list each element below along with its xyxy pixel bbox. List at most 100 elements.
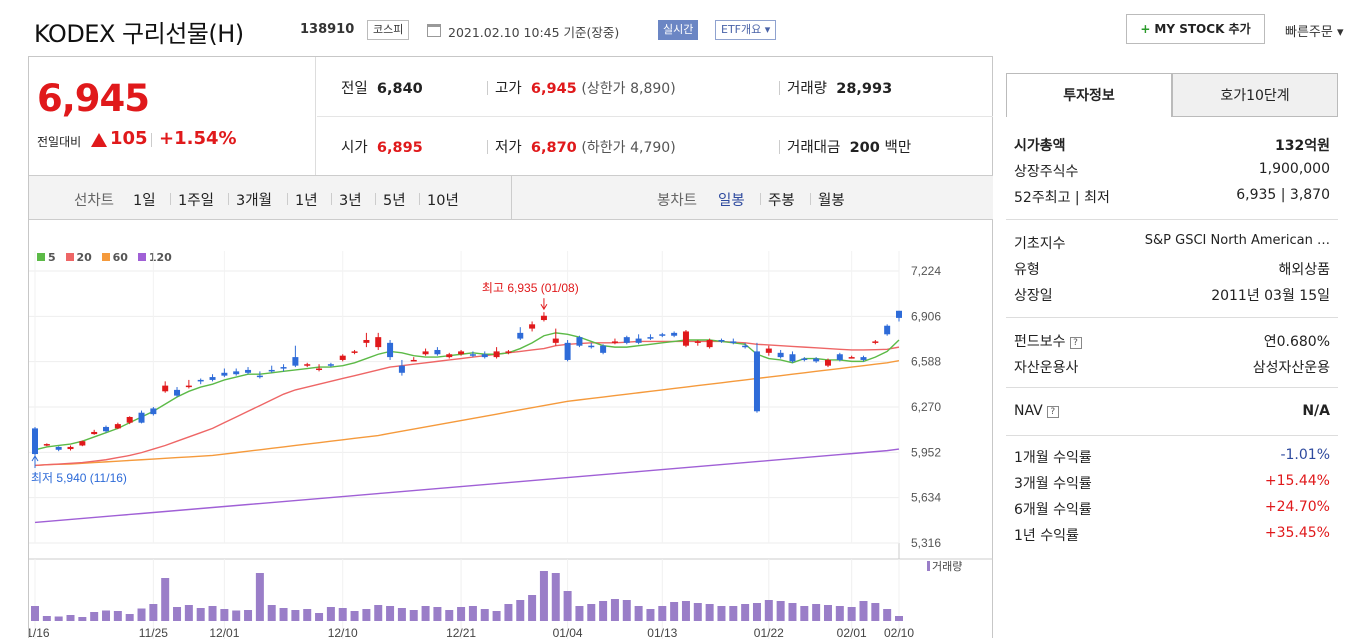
candle-chart-label: 봉차트	[657, 193, 698, 209]
label: 52주최고 | 최저	[1014, 190, 1110, 206]
candle-body	[185, 385, 192, 388]
tab-1week[interactable]: 1주일	[178, 193, 214, 209]
legend-ma20: 20	[65, 251, 92, 264]
x-tick-label: 11/25	[139, 626, 168, 639]
tab-1year[interactable]: 1년	[295, 193, 318, 209]
tab-weekly[interactable]: 주봉	[768, 193, 795, 209]
volume-bar	[137, 608, 146, 621]
candle-body	[505, 351, 512, 353]
candle-body	[813, 358, 820, 362]
volume-bar	[315, 613, 324, 621]
prev-close: 전일 6,840	[341, 77, 423, 98]
price-chart[interactable]: 5 20 60 120 7,224 6,906 6,588 6,270 5,952 5,6…	[29, 221, 993, 639]
volume-bar	[149, 604, 158, 621]
low-arrow-head	[31, 455, 39, 462]
tab-10year[interactable]: 10년	[427, 193, 459, 209]
volume-bar	[812, 604, 821, 621]
volume-bar	[397, 608, 406, 621]
tab-hoga-10[interactable]: 호가10단계	[1172, 73, 1338, 117]
candle-body	[469, 354, 476, 356]
price-change: 105	[110, 128, 148, 149]
divider	[1006, 435, 1338, 436]
quick-order-dropdown[interactable]: 빠른주문 ▾	[1285, 25, 1344, 40]
candle-body	[79, 441, 86, 446]
low-price: 저가 6,870 (하한가 4,790)	[495, 136, 676, 157]
volume-bar	[658, 606, 667, 621]
open-price: 시가 6,895	[341, 136, 423, 157]
volume-bar	[646, 609, 655, 621]
divider	[331, 193, 332, 205]
open-value: 6,895	[376, 140, 423, 156]
candle-body	[777, 352, 784, 358]
candle-body	[730, 341, 737, 343]
divider	[1006, 317, 1338, 318]
value: +24.70%	[1264, 499, 1330, 515]
candle-body	[221, 372, 228, 376]
candle-body	[753, 351, 760, 412]
label: 시가총액	[1014, 138, 1066, 154]
y-tick-label: 5,952	[911, 445, 941, 459]
volume-bar	[883, 609, 892, 621]
candle-body	[292, 357, 299, 366]
volume-bar	[847, 607, 856, 621]
tab-invest-info[interactable]: 투자정보	[1006, 73, 1172, 117]
candle-body	[32, 428, 38, 455]
moving-average-ma20	[34, 340, 900, 467]
volume-bar	[788, 603, 797, 621]
candle-body	[398, 365, 405, 373]
realtime-badge[interactable]: 실시간	[658, 20, 699, 40]
volume-bar	[42, 616, 51, 621]
candle-body	[848, 357, 855, 359]
volume-bar	[445, 610, 454, 621]
candle-body	[718, 339, 725, 342]
trade-amount: 거래대금 200 백만	[787, 136, 911, 157]
label: 1개월 수익률	[1014, 450, 1092, 466]
tab-3month[interactable]: 3개월	[236, 193, 272, 209]
tab-daily[interactable]: 일봉	[718, 193, 745, 209]
tab-5year[interactable]: 5년	[383, 193, 406, 209]
volume-bar	[729, 606, 738, 621]
volume-bar	[409, 610, 418, 621]
volume-bar	[184, 605, 193, 621]
candle-body	[316, 368, 323, 371]
value: 1,900,000	[1258, 161, 1330, 177]
candle-body	[268, 369, 275, 372]
candle-body	[209, 377, 216, 380]
volume-bar	[196, 608, 205, 621]
help-icon[interactable]: ?	[1069, 337, 1082, 349]
volume-bar	[267, 605, 276, 621]
datetime-label: 2021.02.10 10:45 기준(장중)	[448, 25, 620, 40]
candle-body	[446, 354, 453, 358]
candle-body	[304, 364, 311, 366]
high-annotation: 최고 6,935 (01/08)	[482, 281, 579, 295]
candle-body	[611, 341, 618, 343]
label: 1년 수익률	[1014, 528, 1079, 544]
legend-ma5: 5	[37, 251, 56, 264]
volume-bar	[255, 573, 264, 621]
stats-row-divider	[317, 116, 993, 117]
tab-3year[interactable]: 3년	[339, 193, 362, 209]
tab-1day[interactable]: 1일	[133, 193, 156, 209]
volume-bar	[634, 606, 643, 621]
moving-average-ma120	[34, 448, 900, 524]
volume-bar	[859, 601, 868, 621]
market-badge: 코스피	[367, 20, 410, 40]
candle-body	[114, 424, 121, 429]
divider	[228, 193, 229, 205]
label: 자산운용사	[1014, 360, 1079, 376]
help-icon[interactable]: ?	[1046, 406, 1059, 418]
candle-body	[410, 359, 417, 362]
candle-body	[91, 431, 98, 435]
tab-monthly[interactable]: 월봉	[818, 193, 845, 209]
lower-limit-value: 4,790)	[630, 140, 676, 156]
candle-body	[659, 334, 666, 336]
my-stock-button[interactable]: + MY STOCK 추가	[1126, 14, 1265, 44]
tab-group-divider	[511, 176, 512, 220]
candle-body	[197, 379, 204, 382]
x-tick-label: 01/13	[647, 626, 677, 639]
etf-info-dropdown[interactable]: ETF개요 ▾	[715, 20, 777, 40]
label: 유형	[1014, 262, 1040, 278]
volume-bar	[161, 578, 170, 621]
candle-body	[576, 337, 583, 346]
calendar-icon	[427, 24, 441, 37]
